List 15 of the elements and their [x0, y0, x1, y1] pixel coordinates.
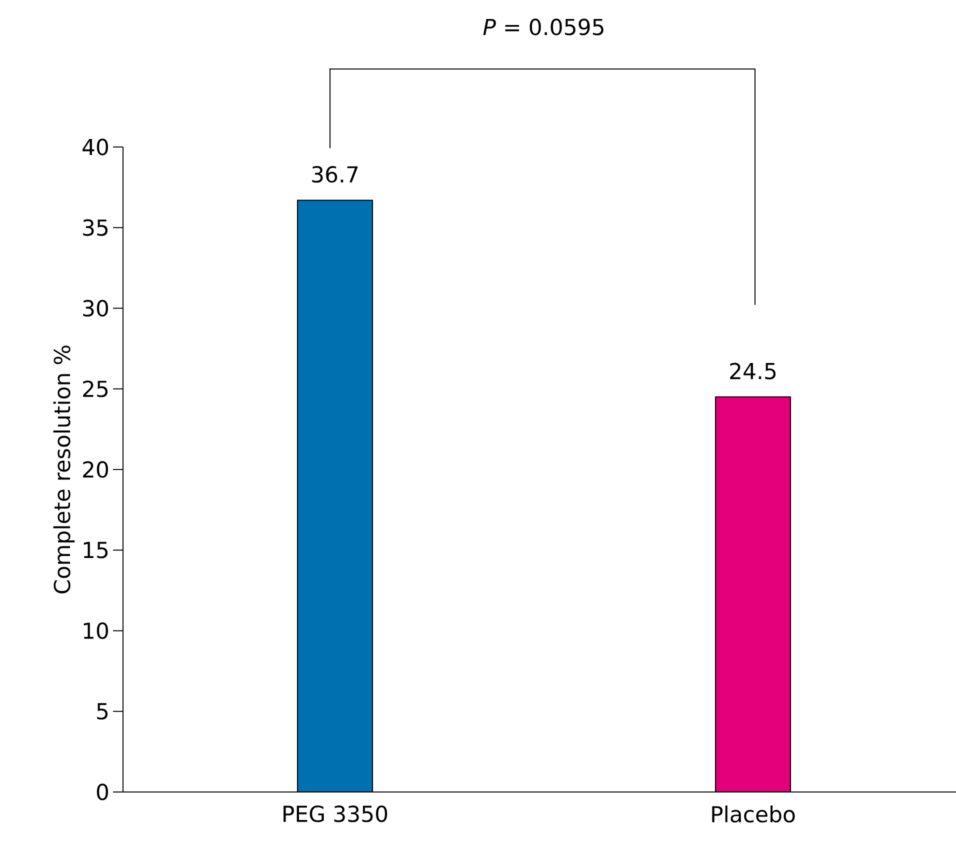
data-label: 24.5 — [730, 362, 776, 380]
y-tick-label: 15 — [84, 542, 108, 558]
y-tick-label: 0 — [96, 784, 108, 800]
y-tick-label: 20 — [83, 461, 108, 478]
x-tick-label: Placebo — [712, 806, 795, 823]
y-tick-label: 5 — [97, 703, 108, 720]
y-tick-label: 30 — [83, 300, 108, 317]
data-label: 36.7 — [312, 166, 358, 183]
x-tick-label: PEG 3350 — [284, 806, 388, 822]
y-axis-title: Complete resolution % — [53, 346, 75, 594]
y-tick-label: 25 — [83, 380, 108, 398]
y-tick-label: 10 — [84, 622, 108, 640]
y-tick-label: 35 — [83, 219, 108, 236]
text: P = 0.0595 — [483, 18, 604, 36]
y-tick-label: 40 — [82, 138, 108, 156]
